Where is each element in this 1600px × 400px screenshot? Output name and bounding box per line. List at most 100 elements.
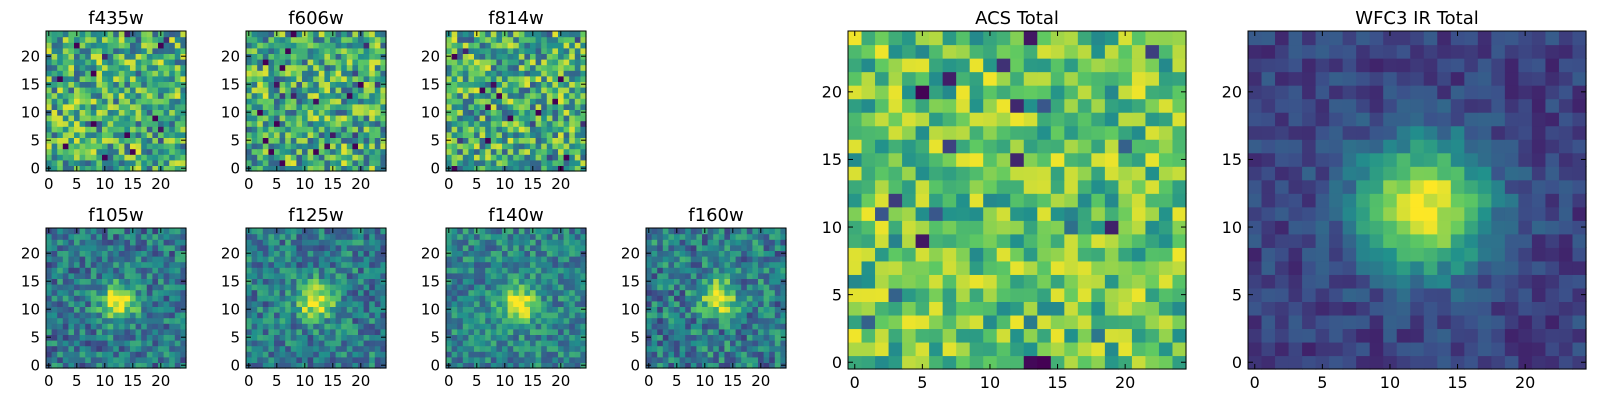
heatmap-cell (296, 228, 303, 235)
heatmap-cell (763, 323, 770, 330)
heatmap-cell (735, 250, 742, 257)
heatmap-cell (662, 239, 669, 246)
heatmap-cell (62, 159, 69, 166)
heatmap-cell (152, 267, 159, 274)
heatmap-cell (374, 154, 381, 161)
heatmap-cell (490, 36, 497, 43)
heatmap-cell (135, 154, 142, 161)
heatmap-cell (307, 356, 314, 363)
heatmap-cell (152, 244, 159, 251)
heatmap-cell (875, 220, 890, 235)
heatmap-cell (983, 314, 998, 330)
heatmap-cell (679, 278, 686, 285)
y-tick-label: 10 (421, 104, 440, 122)
heatmap-cell (574, 256, 581, 263)
heatmap-cell (302, 233, 309, 240)
heatmap-cell (513, 154, 520, 161)
heatmap-cell (180, 31, 187, 38)
heatmap-cell (1172, 220, 1187, 235)
heatmap-cell (546, 92, 553, 99)
y-tick-label: 15 (421, 76, 440, 94)
heatmap-cell (485, 267, 492, 274)
heatmap-cell (274, 278, 281, 285)
heatmap-cell (996, 260, 1011, 275)
heatmap-cell (363, 148, 370, 155)
heatmap-cell (346, 323, 353, 330)
heatmap-cell (118, 92, 125, 99)
heatmap-cell (451, 306, 458, 313)
heatmap-cell (57, 131, 64, 138)
heatmap-cell (763, 317, 770, 324)
heatmap-cell (915, 341, 930, 357)
heatmap-cell (690, 345, 697, 352)
x-tick-label: 5 (72, 175, 82, 193)
heatmap-cell (279, 295, 286, 302)
heatmap-cell (318, 334, 325, 341)
heatmap-cell (558, 87, 565, 94)
heatmap-cell (318, 317, 325, 324)
heatmap-cell (718, 244, 725, 251)
heatmap-cell (774, 295, 781, 302)
heatmap-cell (341, 267, 348, 274)
heatmap-cell (380, 31, 387, 38)
heatmap-cell (85, 31, 92, 38)
x-tick-label: 5 (472, 175, 482, 193)
heatmap-cell (158, 244, 165, 251)
heatmap-cell (752, 323, 759, 330)
heatmap-cell (318, 233, 325, 240)
heatmap-cell (685, 323, 692, 330)
heatmap-cell (141, 131, 148, 138)
heatmap-cell (496, 148, 503, 155)
heatmap-cell (861, 220, 876, 235)
heatmap-cell (169, 120, 176, 127)
heatmap-cell (1104, 193, 1119, 208)
heatmap-cell (580, 256, 587, 263)
heatmap-cell (146, 334, 153, 341)
heatmap-cell (113, 131, 120, 138)
heatmap-cell (163, 81, 170, 88)
heatmap-cell (702, 267, 709, 274)
heatmap-cell (374, 340, 381, 347)
heatmap-cell (374, 284, 381, 291)
heatmap-cell (861, 233, 876, 248)
heatmap-cell (569, 267, 576, 274)
heatmap-cell (290, 239, 297, 246)
heatmap-cell (341, 351, 348, 358)
heatmap-cell (146, 103, 153, 110)
heatmap-cell (296, 250, 303, 257)
heatmap-cell (380, 75, 387, 82)
heatmap-cell (942, 220, 957, 235)
heatmap-cell (68, 126, 75, 133)
heatmap-cell (563, 312, 570, 319)
heatmap-cell (541, 75, 548, 82)
heatmap-cell (174, 306, 181, 313)
heatmap-cell (302, 300, 309, 307)
heatmap-cell (502, 272, 509, 279)
heatmap-cell (875, 206, 890, 221)
heatmap-cells (246, 31, 387, 172)
heatmap-cell (369, 256, 376, 263)
heatmap-cell (118, 272, 125, 279)
heatmap-cell (307, 159, 314, 166)
heatmap-cell (446, 261, 453, 268)
x-tick-label: 0 (44, 175, 54, 193)
heatmap-cell (1104, 328, 1119, 343)
heatmap-cell (251, 137, 258, 144)
heatmap-cell (490, 351, 497, 358)
heatmap-cell (374, 126, 381, 133)
heatmap-cell (118, 340, 125, 347)
heatmap-cell (79, 261, 86, 268)
heatmap-cell (769, 250, 776, 257)
heatmap-cell (468, 81, 475, 88)
heatmap-cell (46, 47, 53, 54)
heatmap-cell (174, 267, 181, 274)
heatmap-cell (335, 323, 342, 330)
heatmap-cell (174, 250, 181, 257)
heatmap-cell (335, 109, 342, 116)
heatmap-cell (68, 42, 75, 49)
heatmap-cell (524, 289, 531, 296)
heatmap-cell (285, 278, 292, 285)
heatmap-cell (335, 250, 342, 257)
heatmap-cell (569, 256, 576, 263)
heatmap-cell (57, 137, 64, 144)
